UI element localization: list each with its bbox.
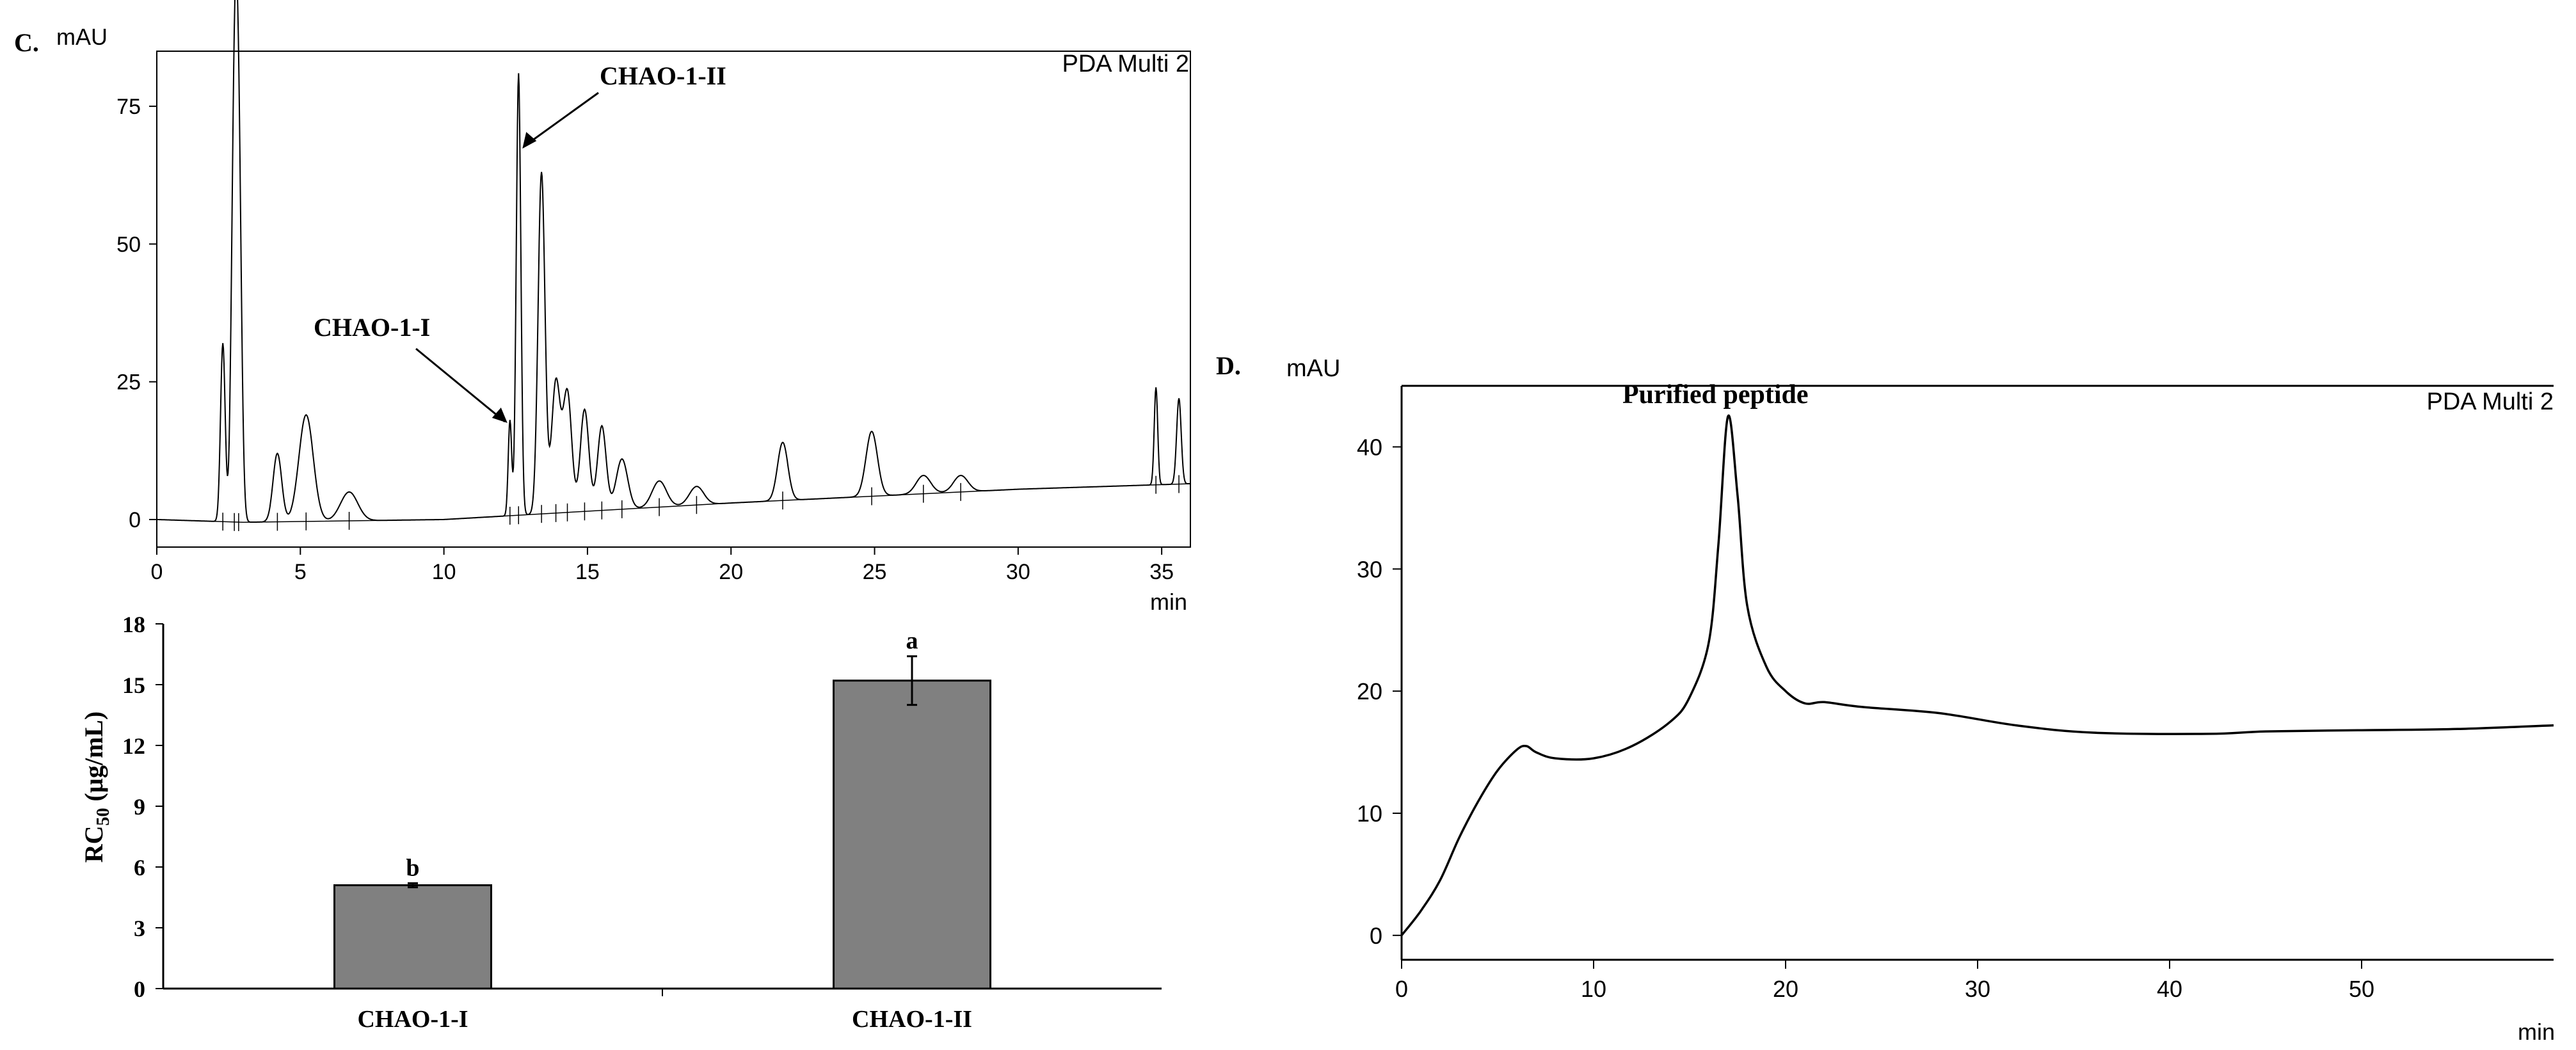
chrom-c-y-unit: mAU	[56, 24, 108, 50]
x-tick-label: 50	[2349, 976, 2374, 1002]
y-tick-label: 15	[122, 672, 145, 698]
chrom-c-frame	[156, 51, 1191, 548]
chrom-c-detector-label: PDA Multi 2	[1062, 51, 1189, 77]
y-tick-label: 6	[134, 855, 145, 880]
chrom-c-integration-baseline	[156, 483, 1191, 523]
y-tick-label: 25	[116, 370, 141, 395]
y-tick-label: 9	[134, 794, 145, 820]
category-label: CHAO-1-II	[852, 1006, 972, 1033]
y-tick-label: 30	[1357, 556, 1382, 582]
x-tick-label: 35	[1149, 560, 1174, 584]
category-label: CHAO-1-I	[357, 1006, 468, 1033]
x-tick-label: 25	[863, 560, 887, 584]
x-tick-label: 5	[294, 560, 307, 584]
chrom-c-annotation-chao-1-i: CHAO-1-I	[314, 313, 430, 342]
y-tick-label: 75	[116, 95, 141, 119]
chrom-c-arrow-chao-1-i	[415, 347, 506, 423]
chrom-d-x-unit: min	[2518, 1019, 2555, 1045]
significance-letter: b	[406, 854, 419, 881]
bar	[333, 884, 492, 990]
chrom-c-annotation-chao-1-ii: CHAO-1-II	[600, 61, 726, 90]
y-tick-label: 0	[1370, 923, 1382, 949]
chromatogram-c: C. mAU PDA Multi 2 min CHAO-1-I CHAO-1-I…	[14, 0, 1191, 615]
chrom-d-trace	[1400, 414, 2554, 936]
x-tick-label: 20	[719, 560, 743, 584]
y-tick-label: 18	[122, 612, 145, 637]
panel-c-label: C.	[14, 28, 39, 57]
x-tick-label: 30	[1006, 560, 1030, 584]
x-tick-label: 30	[1965, 976, 1990, 1002]
x-tick-label: 20	[1773, 976, 1798, 1002]
chrom-c-arrowhead-chao-1-i	[492, 407, 508, 423]
chrom-d-detector-label: PDA Multi 2	[2426, 388, 2554, 415]
x-tick-label: 0	[1395, 976, 1408, 1002]
x-tick-label: 10	[432, 560, 456, 584]
y-tick-label: 0	[134, 976, 145, 1002]
x-tick-label: 10	[1581, 976, 1606, 1002]
x-tick-label: 0	[151, 560, 163, 584]
panel-d-label: D.	[1216, 351, 1241, 380]
y-tick-label: 50	[116, 232, 141, 257]
chrom-d-y-unit: mAU	[1286, 355, 1340, 382]
y-tick-label: 10	[1357, 800, 1382, 827]
bar-c-y-axis-label: RC50 (µg/mL)	[79, 712, 113, 863]
chrom-d-annotation-purified-peptide: Purified peptide	[1622, 380, 1809, 410]
y-tick-label: 3	[134, 916, 145, 941]
y-tick-label: 12	[122, 733, 145, 759]
y-tick-label: 40	[1357, 434, 1382, 460]
x-tick-label: 15	[575, 560, 600, 584]
chromatogram-d: D. mAU PDA Multi 2 min Purified peptide …	[1216, 351, 2555, 1045]
chrom-c-arrowhead-chao-1-ii	[522, 132, 537, 149]
significance-letter: a	[906, 628, 918, 655]
bar-chart-c: RC50 (µg/mL) 0 3 6 9 12 15 18 b CHAO-1-I a CHAO-1-…	[79, 612, 1162, 1033]
y-tick-label: 20	[1357, 678, 1382, 704]
x-tick-label: 40	[2157, 976, 2182, 1002]
chrom-c-arrow-chao-1-ii	[525, 91, 599, 146]
bar	[833, 680, 991, 990]
y-tick-label: 0	[129, 508, 141, 532]
chrom-c-x-unit: min	[1150, 589, 1187, 615]
